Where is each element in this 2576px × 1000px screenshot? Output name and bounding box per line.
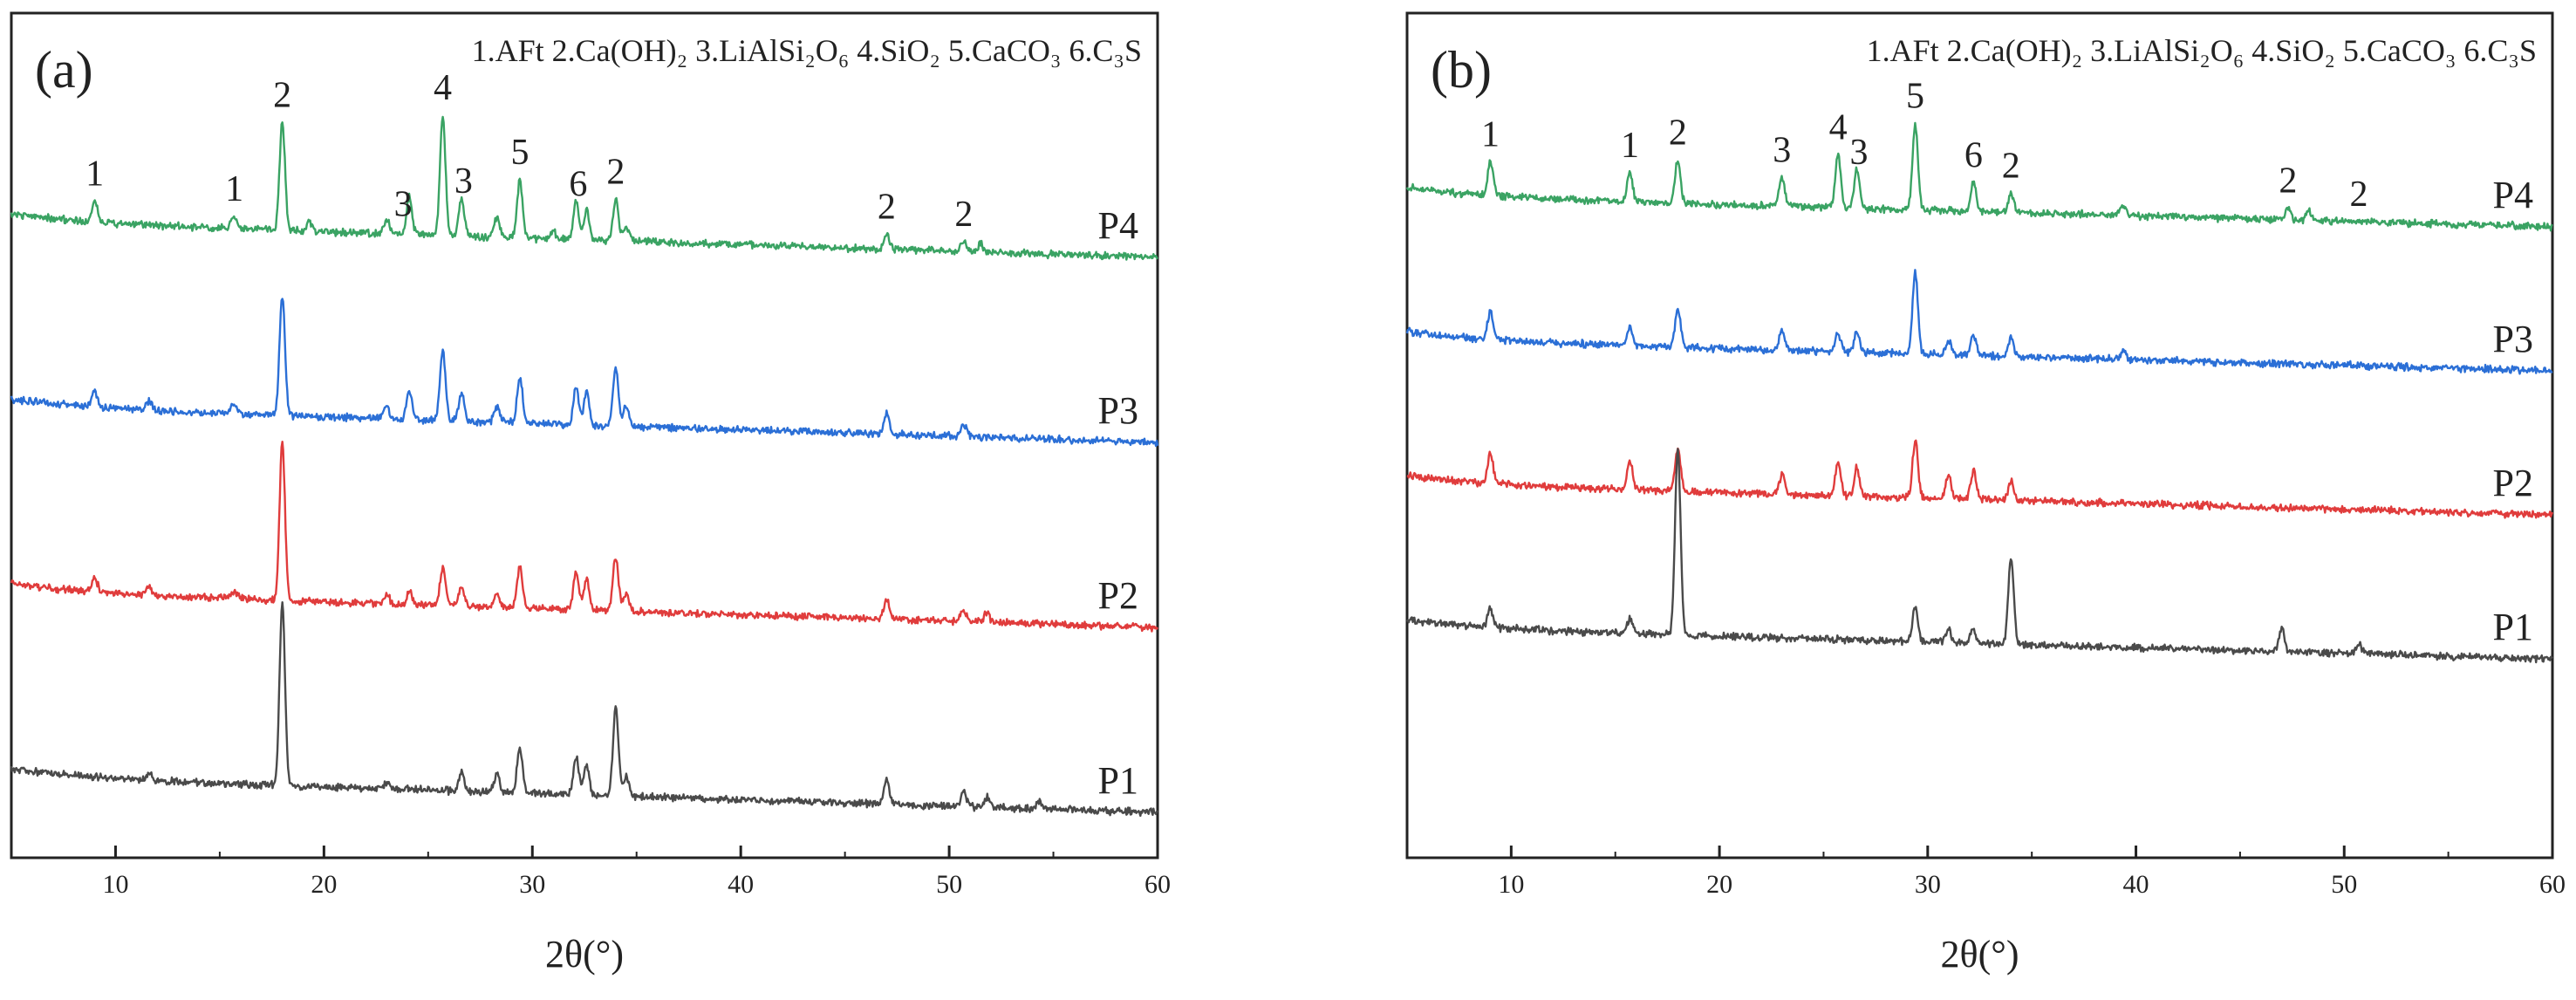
x-tick-label: 40 [728,870,754,899]
peak-label: 1 [225,169,243,209]
peak-label: 3 [394,185,413,225]
peak-label: 4 [434,68,452,108]
series-line-p1 [10,601,1158,818]
peak-label: 2 [2002,146,2020,186]
peak-label: 6 [1964,135,1983,175]
series-label: P2 [1098,574,1138,617]
peak-label: 1 [1621,126,1639,166]
x-tick-label: 60 [1145,870,1171,899]
peak-label: 2 [273,76,291,116]
peak-label: 3 [1773,130,1791,170]
peak-label: 2 [2349,175,2368,215]
series-label: P2 [2493,462,2533,504]
peak-label: 3 [454,161,473,202]
peak-label: 2 [878,187,896,227]
series-line-p3 [10,298,1159,448]
peak-label: 2 [1669,113,1687,153]
series-label: P3 [1098,389,1138,432]
x-tick-label: 10 [102,870,128,899]
x-tick-label: 50 [2331,870,2357,899]
x-axis-title: 2θ(°) [545,933,624,976]
phase-legend: 1.AFt 2.Ca(OH)₂ 3.LiAlSi₂O₆ 4.SiO₂ 5.CaC… [1867,33,2537,68]
series-label: P1 [1098,759,1138,802]
x-tick-label: 40 [2123,870,2149,899]
panel-label: (b) [1431,41,1492,99]
series-line-p3 [1405,269,2553,375]
phase-legend: 1.AFt 2.Ca(OH)₂ 3.LiAlSi₂O₆ 4.SiO₂ 5.CaC… [472,33,1142,68]
chart-panel-a: (a) 1.AFt 2.Ca(OH)₂ 3.LiAlSi₂O₆ 4.SiO₂ 5.… [10,11,1171,976]
x-tick-label: 10 [1498,870,1524,899]
peak-label: 1 [85,154,104,194]
series-line-p2 [1406,439,2554,519]
x-tick-label: 20 [311,870,337,899]
series-line-p4 [1405,121,2553,232]
plot-frame [10,11,1159,860]
chart-panel-b: (b) 1.AFt 2.Ca(OH)₂ 3.LiAlSi₂O₆ 4.SiO₂ 5.… [1405,11,2566,976]
peak-label: 6 [569,165,587,205]
peak-label: 3 [1850,133,1869,173]
x-axis-title: 2θ(°) [1941,933,2019,976]
series-line-p2 [10,441,1159,633]
x-tick-label: 60 [2539,870,2566,899]
series-line-p4 [10,115,1158,261]
x-tick-label: 20 [1706,870,1732,899]
x-tick-label: 50 [936,870,962,899]
x-tick-label: 30 [519,870,545,899]
peak-label: 2 [2279,161,2297,202]
panel-label: (a) [35,41,93,99]
x-tick-label: 30 [1915,870,1941,899]
series-line-p1 [1405,448,2553,664]
plot-frame [1405,11,2554,860]
series-label: P4 [2493,174,2533,216]
peak-label: 4 [1829,108,1848,148]
peak-label: 1 [1481,114,1500,154]
series-label: P1 [2493,606,2533,648]
peak-label: 2 [606,153,625,193]
peak-label: 2 [954,195,973,235]
series-label: P3 [2493,318,2533,360]
peak-label: 5 [510,133,529,173]
peak-label: 5 [1906,77,1924,117]
series-label: P4 [1098,204,1138,247]
